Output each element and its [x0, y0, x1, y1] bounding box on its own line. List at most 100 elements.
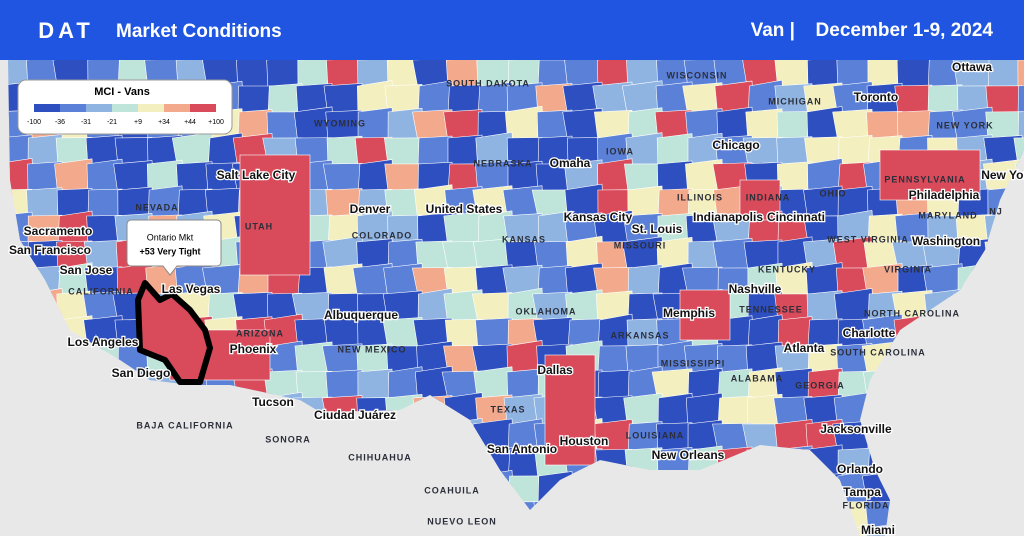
market-region — [679, 289, 731, 341]
state-label: COAHUILA — [424, 485, 480, 495]
market-region — [544, 354, 596, 466]
city-label: San Antonio — [487, 442, 557, 456]
city-label: Orlando — [837, 462, 883, 476]
city-label: Nashville — [729, 282, 782, 296]
city-label: Atlanta — [784, 341, 825, 355]
state-label: TENNESSEE — [739, 304, 803, 314]
market-region — [1017, 108, 1024, 143]
state-label: WEST VIRGINIA — [827, 234, 909, 244]
date-range: December 1-9, 2024 — [816, 20, 994, 41]
legend-swatch — [34, 104, 60, 112]
state-label: MISSOURI — [614, 240, 667, 250]
legend-title: MCI - Vans — [94, 86, 150, 98]
state-label: NUEVO LEON — [427, 516, 497, 526]
city-label: Chicago — [712, 138, 759, 152]
state-label: MARYLAND — [918, 210, 977, 220]
tooltip — [126, 219, 222, 276]
city-label: Indianapolis — [693, 210, 763, 224]
city-label: St. Louis — [632, 222, 683, 236]
city-label: United States — [426, 202, 503, 216]
tooltip-market: Ontario Mkt — [147, 232, 194, 242]
city-label: Omaha — [550, 156, 591, 170]
legend-label: +44 — [184, 119, 196, 126]
city-label: Memphis — [663, 306, 715, 320]
city-label: Sacramento — [24, 224, 93, 238]
city-label: Albuquerque — [324, 308, 398, 322]
state-label: TEXAS — [490, 404, 525, 414]
legend-label: +100 — [208, 119, 224, 126]
state-label: ILLINOIS — [677, 192, 723, 202]
city-label: Denver — [350, 202, 391, 216]
state-label: BAJA CALIFORNIA — [136, 420, 233, 430]
market-region — [739, 179, 781, 221]
state-label: KANSAS — [502, 234, 546, 244]
state-label: ARIZONA — [236, 328, 284, 338]
city-label: Phoenix — [230, 342, 277, 356]
state-label: FLORIDA — [843, 500, 890, 510]
market-region — [1017, 81, 1024, 118]
state-label: NEW YORK — [936, 120, 993, 130]
market-region — [879, 149, 981, 201]
legend-label: -31 — [81, 119, 91, 126]
city-label: Ciudad Juárez — [314, 408, 396, 422]
city-label: Washington — [912, 234, 980, 248]
city-label: Houston — [560, 434, 609, 448]
ontario-market-outline[interactable] — [135, 280, 213, 385]
state-label: NEW MEXICO — [337, 344, 406, 354]
city-label: Dallas — [537, 363, 573, 377]
state-label: CHIHUAHUA — [348, 452, 412, 462]
state-label: SONORA — [265, 434, 311, 444]
state-label: SOUTH DAKOTA — [446, 78, 530, 88]
legend-swatch — [86, 104, 112, 112]
city-label: Tampa — [843, 485, 881, 499]
market-region — [983, 135, 1024, 168]
market-region — [239, 154, 311, 276]
city-label: Ottawa — [952, 60, 992, 74]
header-bar — [0, 0, 1024, 60]
market-region — [322, 163, 365, 193]
logo: DAT — [38, 18, 94, 43]
state-label: ALABAMA — [731, 373, 784, 383]
city-label: Las Vegas — [162, 282, 221, 296]
state-label: INDIANA — [746, 192, 791, 202]
city-label: San Francisco — [9, 243, 91, 257]
city-label: Tucson — [252, 395, 294, 409]
market-region — [985, 85, 1024, 115]
state-label: NORTH CAROLINA — [864, 308, 960, 318]
equipment: Van | — [751, 20, 795, 41]
state-label: NEVADA — [135, 202, 178, 212]
legend-swatch — [138, 104, 164, 112]
state-label: IOWA — [606, 146, 634, 156]
legend-label: +34 — [158, 119, 170, 126]
city-label: Kansas City — [564, 210, 633, 224]
city-label: Toronto — [854, 90, 898, 104]
city-label: Miami — [861, 523, 895, 536]
state-label: UTAH — [245, 221, 273, 231]
city-label: New Orleans — [652, 448, 725, 462]
city-label: San Diego — [112, 366, 171, 380]
city-label: Los Angeles — [68, 335, 139, 349]
state-label: MICHIGAN — [768, 96, 822, 106]
tooltip-value: +53 Very Tight — [139, 246, 200, 256]
state-label: OKLAHOMA — [516, 306, 577, 316]
market-region — [1017, 60, 1024, 89]
legend-label: -36 — [55, 119, 65, 126]
state-label: LOUISIANA — [626, 430, 685, 440]
state-label: OHIO — [819, 188, 846, 198]
city-label: Charlotte — [843, 326, 896, 340]
state-label: KENTUCKY — [758, 264, 816, 274]
state-label: VIRGINIA — [884, 264, 932, 274]
legend-swatch — [190, 104, 216, 112]
legend-label: -100 — [27, 119, 41, 126]
city-label: New York — [981, 168, 1024, 182]
state-label: CALIFORNIA — [68, 286, 134, 296]
market-region — [985, 111, 1024, 141]
legend-label: -21 — [107, 119, 117, 126]
state-label: SOUTH CAROLINA — [830, 347, 926, 357]
state-label: WISCONSIN — [666, 70, 727, 80]
state-label: NEBRASKA — [473, 158, 532, 168]
header-title: Market Conditions — [116, 21, 282, 42]
market-region — [987, 60, 1024, 93]
state-label: COLORADO — [352, 230, 413, 240]
state-label: WYOMING — [314, 118, 366, 128]
